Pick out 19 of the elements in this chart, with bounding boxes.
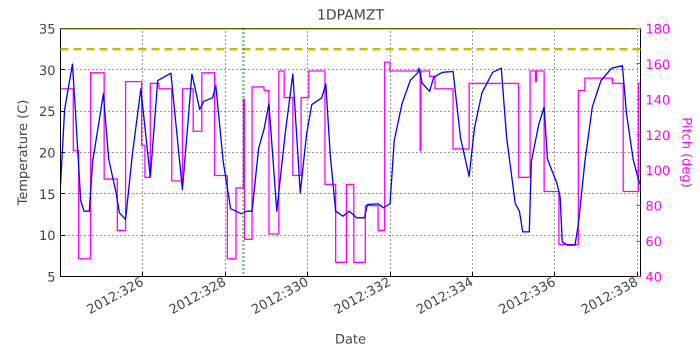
y-tick-label: 10 — [38, 229, 56, 244]
y2-tick-label: 100 — [646, 164, 670, 180]
x-axis-title: Date — [334, 332, 366, 348]
y-tick-label: 20 — [38, 146, 56, 162]
chart-title: 1DPAMZT — [316, 8, 384, 24]
y-tick-label: 30 — [38, 64, 56, 79]
y-tick-label: 25 — [38, 105, 56, 120]
y2-tick-label: 80 — [646, 200, 662, 215]
y-tick-label: 35 — [38, 22, 56, 38]
y-tick-label: 5 — [47, 270, 56, 286]
y-axis-title: Temperature (C) — [16, 100, 31, 206]
y-tick-label: 15 — [38, 188, 56, 203]
y2-tick-label: 60 — [646, 235, 662, 250]
y2-axis-title: Pitch (deg) — [678, 117, 694, 188]
y2-tick-label: 40 — [646, 270, 662, 286]
y2-tick-label: 140 — [646, 93, 670, 108]
y2-tick-label: 160 — [646, 58, 670, 73]
y2-tick-label: 120 — [646, 128, 670, 144]
y2-tick-label: 180 — [646, 22, 670, 38]
